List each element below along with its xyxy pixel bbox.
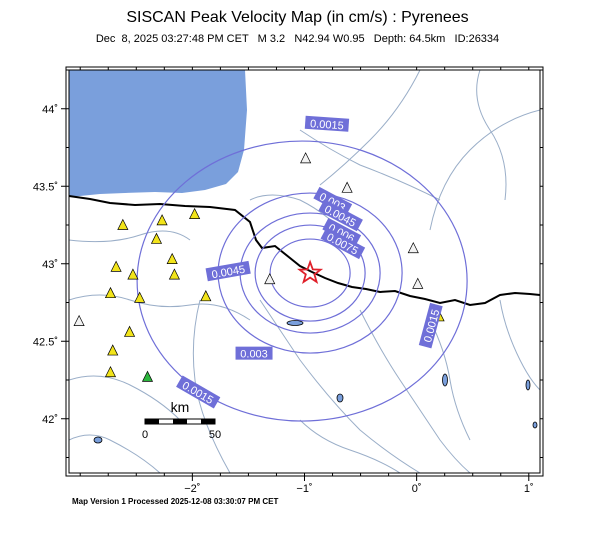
scale-bar-title: km xyxy=(171,399,190,415)
station-triangle-icon xyxy=(264,272,276,285)
svg-text:0.0015: 0.0015 xyxy=(310,118,344,132)
station-triangle-icon xyxy=(150,232,163,244)
contour-line xyxy=(254,224,366,322)
station-triangle-icon xyxy=(104,365,117,378)
processing-info: Map Version 1 Processed 2025-12-08 03:30… xyxy=(72,497,279,506)
station-triangle-icon xyxy=(127,268,139,280)
contour-label: 0.0015 xyxy=(304,115,350,132)
station-triangle-icon xyxy=(341,181,353,193)
svg-text:0.003: 0.003 xyxy=(240,349,268,361)
contour-label: 0.003 xyxy=(235,346,273,361)
contour-label: 0.0045 xyxy=(205,260,251,282)
contour-line xyxy=(269,238,351,308)
latitude-label: 43.5˚ xyxy=(33,181,58,193)
svg-text:0.0045: 0.0045 xyxy=(211,264,246,282)
station-triangle-icon xyxy=(407,241,419,254)
station-triangle-icon xyxy=(134,291,146,303)
seismic-stations xyxy=(73,152,445,382)
station-triangle-icon xyxy=(166,252,178,264)
station-triangle-icon xyxy=(412,277,424,289)
map-title: SISCAN Peak Velocity Map (in cm/s) : Pyr… xyxy=(126,9,469,26)
station-triangle-icon xyxy=(117,218,129,230)
latitude-label: 44˚ xyxy=(42,104,58,116)
scale-bar-start-label: 0 xyxy=(142,429,148,441)
bay-of-biscay-sea xyxy=(69,70,247,197)
contour-line xyxy=(136,140,468,422)
station-triangle-icon xyxy=(73,314,85,326)
station-triangle-icon xyxy=(107,344,119,356)
station-triangle-icon xyxy=(123,325,136,337)
scale-bar: km 0 50 xyxy=(142,399,221,441)
station-triangle-icon xyxy=(200,290,212,302)
longitude-label: 1˚ xyxy=(524,483,534,495)
epicenter xyxy=(297,259,324,285)
longitude-label: −1˚ xyxy=(296,483,312,495)
station-triangle-icon xyxy=(189,207,201,219)
station-triangle-icon xyxy=(104,286,117,299)
longitude-label: −2˚ xyxy=(184,483,200,495)
axis-labels: −2˚ −1˚ 0˚ 1˚ 44˚ 43.5˚ 43˚ 42.5˚ 42˚ xyxy=(33,104,534,495)
latitude-label: 42˚ xyxy=(42,414,58,426)
event-info: Dec 8, 2025 03:27:48 PM CET M 3.2 N42.94… xyxy=(95,33,500,45)
france-spain-border xyxy=(69,195,540,307)
scale-bar-end-label: 50 xyxy=(209,429,221,441)
station-triangle-icon xyxy=(156,214,168,226)
latitude-label: 42.5˚ xyxy=(33,336,58,348)
latitude-label: 43˚ xyxy=(42,259,58,271)
star-icon xyxy=(297,259,324,285)
station-triangle-icon xyxy=(141,370,154,382)
station-triangle-icon xyxy=(300,152,312,164)
longitude-label: 0˚ xyxy=(412,483,422,495)
station-triangle-icon xyxy=(168,268,180,280)
station-triangle-icon xyxy=(110,260,122,272)
rivers xyxy=(69,70,540,473)
lakes xyxy=(93,320,538,444)
